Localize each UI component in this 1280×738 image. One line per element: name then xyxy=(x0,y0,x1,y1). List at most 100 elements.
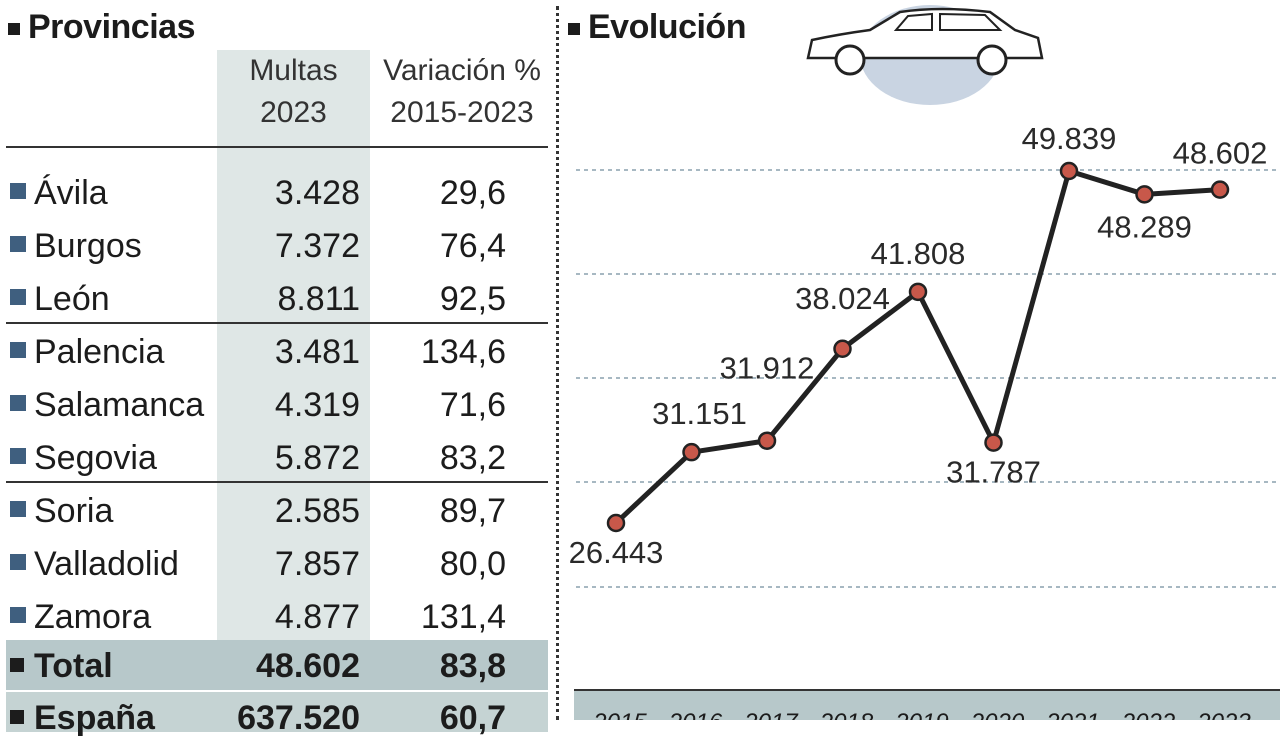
table-row: Valladolid 7.857 80,0 xyxy=(6,537,548,590)
province-multas: 7.372 xyxy=(274,227,360,265)
data-label: 48.289 xyxy=(1097,209,1192,244)
data-point xyxy=(908,282,928,302)
espana-variacion: 60,7 xyxy=(439,699,506,737)
data-point xyxy=(833,339,852,359)
data-point xyxy=(682,442,701,462)
x-tick-label: 2015 xyxy=(592,709,647,720)
data-label: 31.151 xyxy=(652,396,747,431)
province-variacion: 92,5 xyxy=(439,280,506,318)
bullet-icon xyxy=(10,607,26,623)
car-icon-wheel xyxy=(976,44,1008,76)
total-label: Total xyxy=(10,647,113,686)
car-icon-wheel xyxy=(834,44,866,76)
data-label: 38.024 xyxy=(795,281,890,316)
table-divider xyxy=(6,146,548,148)
x-tick-label: 2017 xyxy=(743,709,799,720)
espana-multas: 637.520 xyxy=(237,699,360,737)
evolution-line-chart: 26.443 2015 31.151 2016 31.912 2017 38.024 2018… xyxy=(570,121,1280,720)
car-icon xyxy=(806,5,1044,105)
data-label: 48.602 xyxy=(1173,136,1268,171)
province-multas: 3.481 xyxy=(274,333,360,371)
province-name-text: Palencia xyxy=(34,333,165,371)
bullet-icon xyxy=(10,554,26,570)
x-tick-label: 2022 xyxy=(1121,709,1175,720)
table-row: Palencia 3.481 134,6 xyxy=(6,325,548,378)
data-label: 31.787 xyxy=(946,455,1041,490)
table-row: Zamora 4.877 131,4 xyxy=(6,590,548,643)
x-tick-label: 2023 xyxy=(1196,709,1251,720)
province-variacion: 131,4 xyxy=(420,598,506,636)
province-name: Burgos xyxy=(10,227,142,266)
data-point xyxy=(1135,185,1154,204)
data-point xyxy=(1210,180,1230,199)
province-variacion: 89,7 xyxy=(439,492,506,530)
table-divider xyxy=(6,481,548,483)
province-name: Valladolid xyxy=(10,545,179,584)
data-label: 26.443 xyxy=(570,535,663,570)
total-square-icon xyxy=(10,658,24,672)
car-icon-body xyxy=(806,7,1044,60)
table-row: Ávila 3.428 29,6 xyxy=(6,166,548,219)
bullet-icon xyxy=(10,183,26,199)
car-icon-window xyxy=(939,12,1003,31)
province-name: Palencia xyxy=(10,333,164,372)
title-square-icon xyxy=(8,23,20,35)
evolucion-title-text: Evolución xyxy=(588,8,746,46)
provincias-title: Provincias xyxy=(8,8,195,47)
panel-divider xyxy=(556,6,559,720)
province-multas: 8.811 xyxy=(277,280,360,318)
x-tick-label: 2018 xyxy=(819,709,874,720)
province-name: Ávila xyxy=(10,174,108,213)
province-name: Segovia xyxy=(10,439,157,478)
table-row: Segovia 5.872 83,2 xyxy=(6,431,548,484)
province-variacion: 76,4 xyxy=(439,227,506,265)
table-row: León 8.811 92,5 xyxy=(6,272,548,325)
data-point xyxy=(757,431,777,450)
bullet-icon xyxy=(10,501,26,517)
x-axis-band xyxy=(574,690,1280,720)
data-label: 31.912 xyxy=(720,351,815,386)
provincias-title-text: Provincias xyxy=(28,8,195,46)
total-row: Total 48.602 83,8 xyxy=(6,640,548,690)
espana-name: España xyxy=(34,699,155,737)
province-multas: 5.872 xyxy=(274,439,360,477)
bullet-icon xyxy=(10,342,26,358)
table-row: Salamanca 4.319 71,6 xyxy=(6,378,548,431)
table-row: Soria 2.585 89,7 xyxy=(6,484,548,537)
data-label: 49.839 xyxy=(1022,121,1117,156)
table-row: Burgos 7.372 76,4 xyxy=(6,219,548,272)
evolucion-title: Evolución xyxy=(568,8,746,47)
province-name-text: Segovia xyxy=(34,439,157,477)
x-tick-label: 2021 xyxy=(1045,709,1099,720)
province-multas: 3.428 xyxy=(274,174,360,212)
province-name: Zamora xyxy=(10,598,151,637)
data-point xyxy=(606,513,626,533)
province-variacion: 29,6 xyxy=(439,174,506,212)
province-name-text: Ávila xyxy=(34,174,108,212)
espana-row: España 637.520 60,7 xyxy=(6,692,548,737)
table-divider xyxy=(6,322,548,324)
car-icon-window xyxy=(893,12,933,31)
bullet-icon xyxy=(10,236,26,252)
total-variacion: 83,8 xyxy=(439,647,506,685)
header-multas: Multas 2023 xyxy=(249,54,338,129)
espana-label: España xyxy=(10,699,155,738)
multas-column-shade xyxy=(217,50,370,640)
bullet-icon xyxy=(10,395,26,411)
province-name-text: Valladolid xyxy=(34,545,179,583)
province-variacion: 80,0 xyxy=(439,545,506,583)
province-name: León xyxy=(10,280,110,319)
province-variacion: 71,6 xyxy=(439,386,506,424)
espana-square-icon xyxy=(10,710,24,724)
bullet-icon xyxy=(10,289,26,305)
data-label: 41.808 xyxy=(871,236,966,271)
province-name-text: Soria xyxy=(34,492,114,530)
province-name-text: Zamora xyxy=(34,598,152,636)
province-name-text: Burgos xyxy=(34,227,142,265)
province-name-text: Salamanca xyxy=(34,386,205,424)
total-name: Total xyxy=(34,647,113,685)
bullet-icon xyxy=(10,448,26,464)
title-square-icon xyxy=(568,23,580,35)
province-name: Soria xyxy=(10,492,113,531)
province-multas: 4.877 xyxy=(274,598,360,636)
